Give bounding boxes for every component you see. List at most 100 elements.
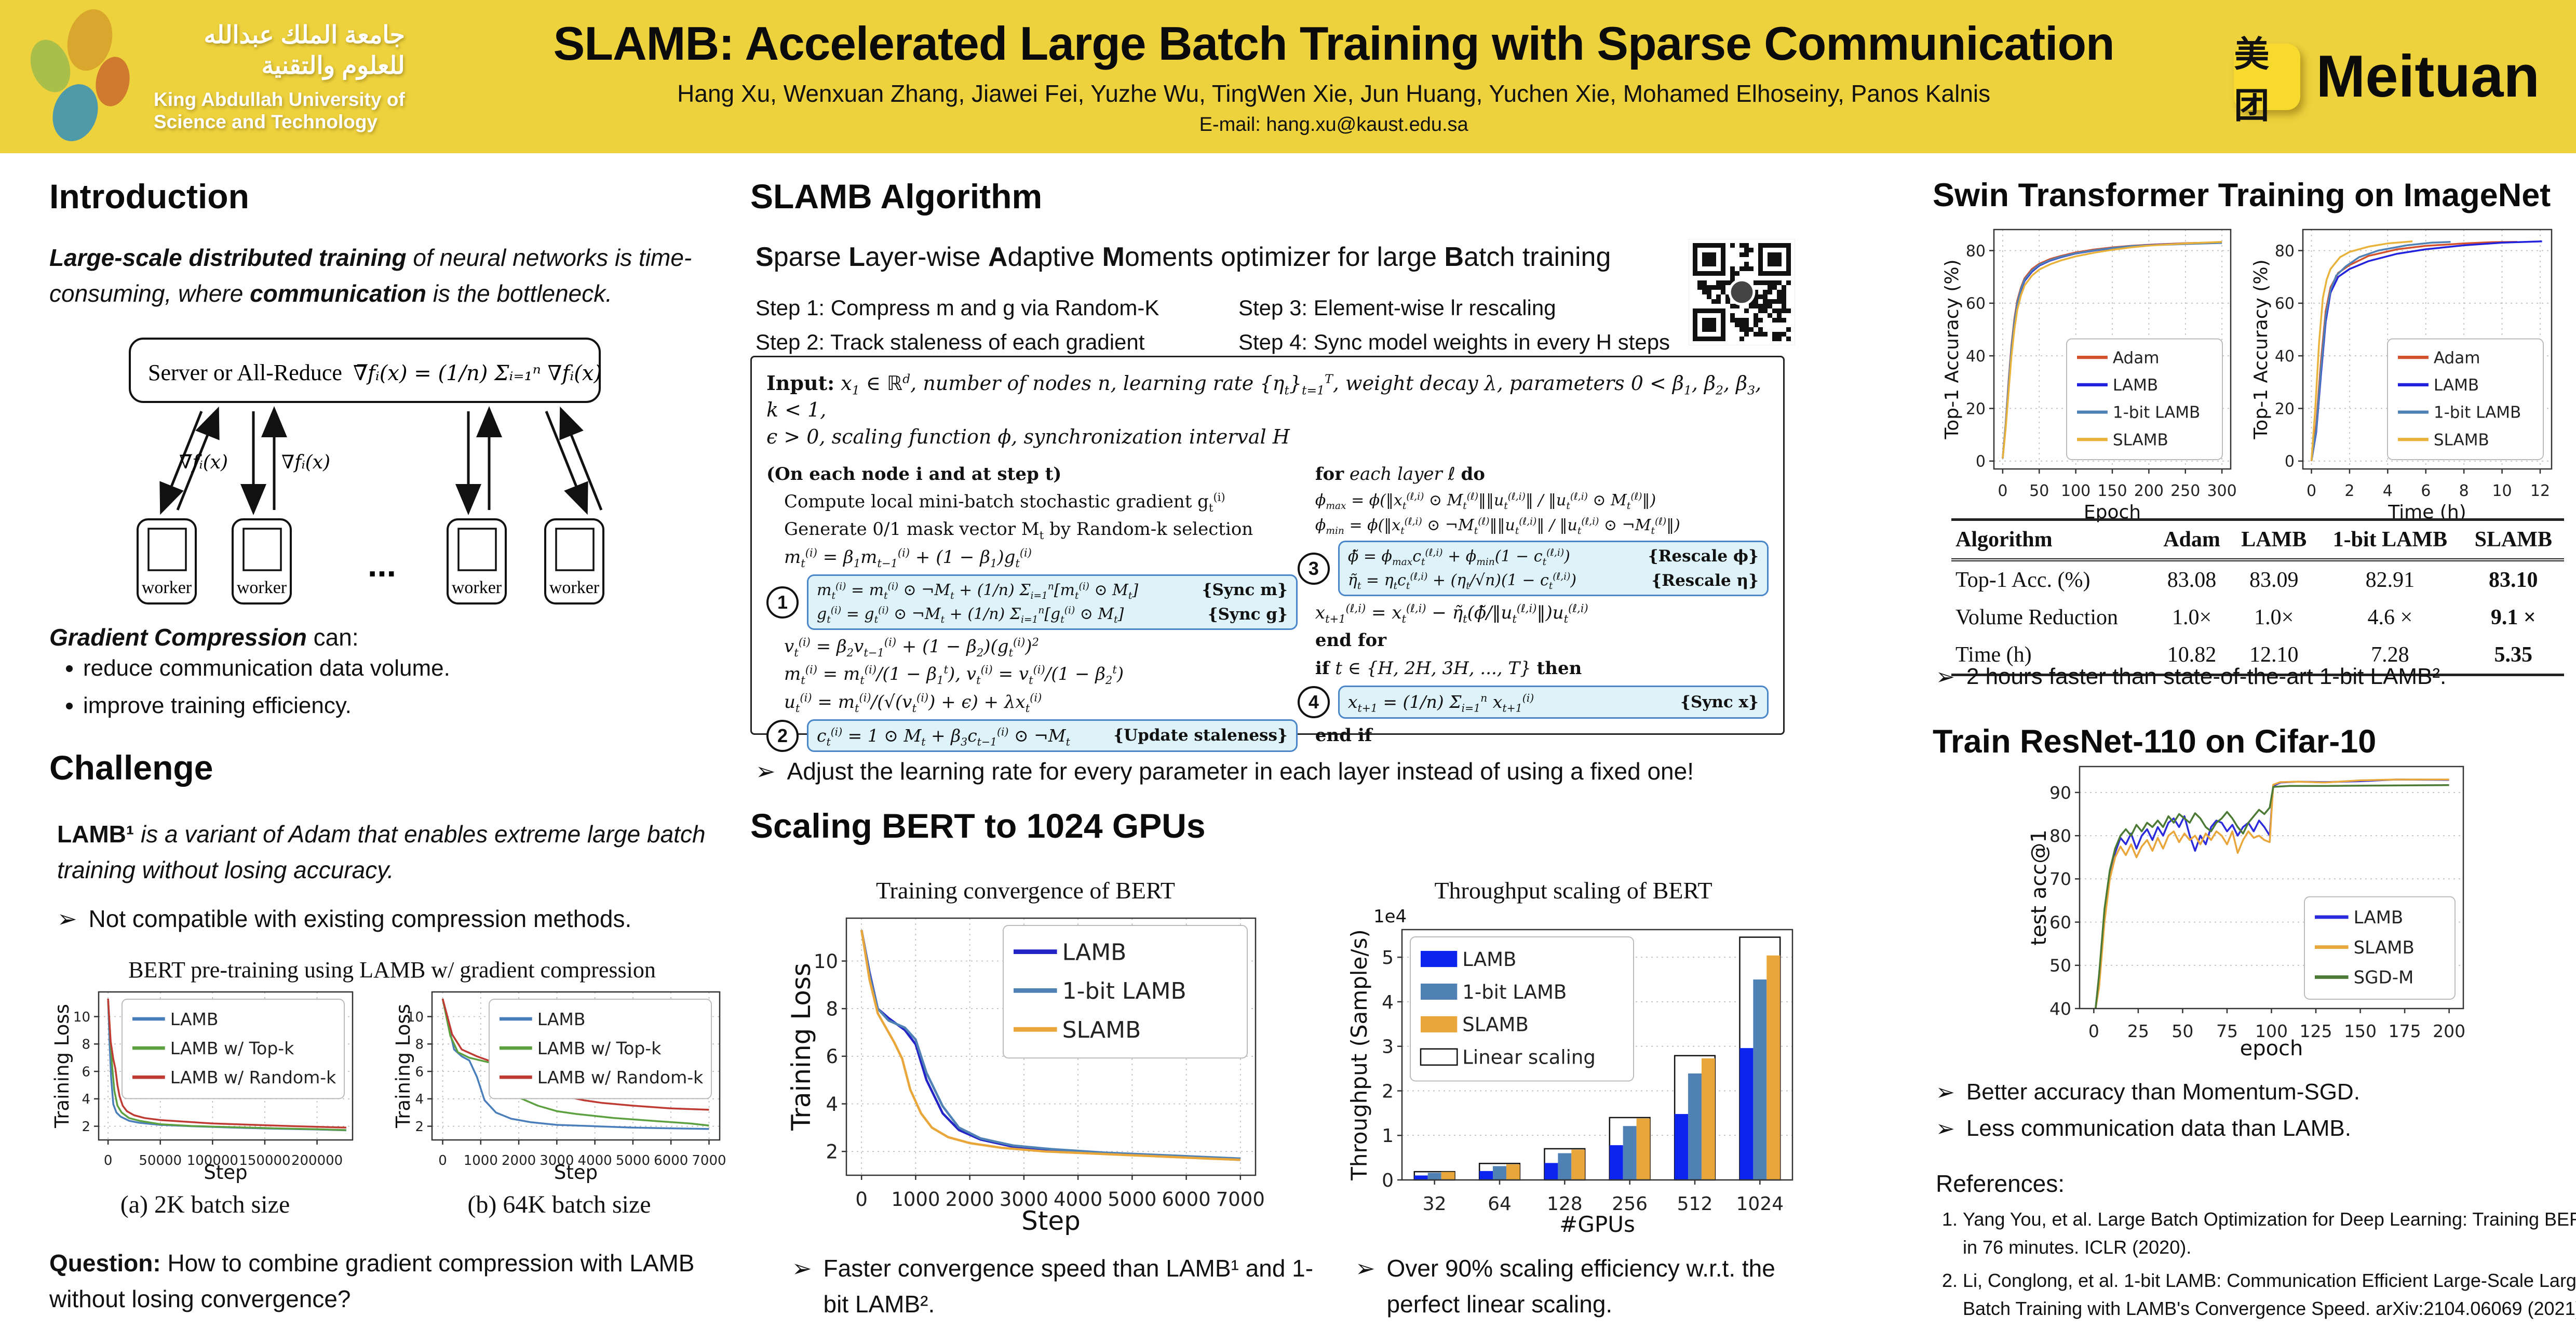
svg-text:Training Loss: Training Loss	[392, 1004, 414, 1129]
algo-step-1: Step 1: Compress m and g via Random-K	[756, 296, 1159, 320]
algo-note-text: Adjust the learning rate for every param…	[787, 758, 1694, 785]
svg-text:worker: worker	[237, 578, 287, 597]
svg-text:5000: 5000	[1108, 1188, 1156, 1211]
server-formula: ∇̅fᵢ(x) = (1/n) Σᵢ₌₁ⁿ ∇fᵢ(x)	[353, 361, 602, 385]
table-row: Time (h) 10.82 12.10 7.28 5.35	[1951, 636, 2564, 675]
svg-text:1: 1	[1382, 1125, 1394, 1147]
cell: 5.35	[2494, 643, 2533, 667]
svg-text:1000: 1000	[464, 1153, 498, 1169]
svg-text:7000: 7000	[1216, 1188, 1265, 1211]
edge-up-1	[176, 406, 220, 511]
rescale-eta-tag: {Rescale η}	[1651, 571, 1759, 590]
staleness-highlight-box: ct(i) = 1 ⊙ Mt + β3ct−1(i) ⊙ ¬Mt {Update …	[807, 719, 1298, 753]
svg-text:LAMB w/ Top-k: LAMB w/ Top-k	[170, 1038, 295, 1058]
svg-text:worker: worker	[142, 578, 192, 597]
question-bold: Question:	[49, 1250, 161, 1277]
algo-step-4: Step 4: Sync model weights in every H st…	[1238, 330, 1670, 354]
svg-text:10: 10	[73, 1010, 90, 1025]
svg-text:LAMB w/ Random-k: LAMB w/ Random-k	[537, 1067, 704, 1087]
arrow-icon: ➢	[1936, 1079, 1955, 1106]
references-list: Yang You, et al. Large Batch Optimizatio…	[1936, 1205, 2576, 1328]
svg-text:0: 0	[2285, 453, 2295, 471]
subtitle-layerwise: ayer-wise	[865, 242, 988, 272]
algo-box1b: gt(i) = gt(i) ⊙ ¬Mt + (1/n) Σi=1n[gt(i) …	[817, 605, 1124, 626]
gc-rest: can:	[306, 624, 359, 651]
svg-text:40: 40	[2049, 999, 2071, 1019]
rescale-highlight-box: ϕ̃ = ϕmaxct(ℓ,i) + ϕmin(1 − ct(ℓ,i)) {Res…	[1338, 541, 1769, 597]
worker-4: worker	[544, 518, 604, 605]
kaust-arabic-line1: جامعة الملك عبدالله	[204, 21, 405, 49]
cell: 83.09	[2249, 568, 2299, 592]
chart-resnet: 0 25 50 75 100 125 150 175 200 40 50 60 70 80 90 epoch t…	[2025, 759, 2472, 1063]
svg-text:Linear scaling: Linear scaling	[1462, 1046, 1596, 1069]
algorithm-pseudocode-box: Input: x1 ∈ ℝd, number of nodes n, learn…	[750, 356, 1785, 753]
if-cond: t ∈ {H, 2H, 3H, ..., T}	[1329, 657, 1537, 679]
scaling-bullet-left: ➢ Faster convergence speed than LAMB¹ an…	[792, 1251, 1316, 1322]
svg-text:80: 80	[1966, 242, 1986, 260]
th-lamb: LAMB	[2230, 519, 2318, 561]
svg-text:2: 2	[415, 1119, 424, 1135]
svg-text:Top-1 Accuracy (%): Top-1 Accuracy (%)	[1941, 259, 1963, 439]
svg-text:8: 8	[826, 998, 838, 1020]
arrow-icon: ➢	[792, 1254, 812, 1282]
subtitle-b: B	[1444, 242, 1464, 272]
edge-up-4	[559, 406, 603, 511]
cell: 82.91	[2365, 568, 2415, 592]
svg-text:1-bit LAMB: 1-bit LAMB	[1462, 981, 1567, 1003]
svg-text:LAMB: LAMB	[2113, 376, 2158, 395]
svg-text:90: 90	[2049, 783, 2071, 803]
svg-text:50: 50	[2172, 1021, 2193, 1041]
svg-text:SLAMB: SLAMB	[2434, 431, 2489, 449]
edge-label-down: ∇̅fᵢ(x)	[179, 452, 228, 473]
sync-highlight-box: mt(i) = mt(i) ⊙ ¬Mt + (1/n) Σi=1n[mt(i) …	[807, 574, 1298, 630]
bert-pretraining-figure-title: BERT pre-training using LAMB w/ gradient…	[128, 957, 656, 983]
question-rest: How to combine gradient compression with…	[49, 1250, 695, 1312]
staleness-block: 2 ct(i) = 1 ⊙ Mt + β3ct−1(i) ⊙ ¬Mt {Updat…	[766, 719, 1298, 753]
svg-text:SGD-M: SGD-M	[2354, 968, 2414, 988]
intro-heading: Introduction	[49, 177, 249, 216]
input-math-1: x1 ∈ ℝd, number of nodes n, learning rat…	[766, 371, 1762, 422]
subtitle-a: A	[988, 242, 1008, 272]
algo-box2: ct(i) = 1 ⊙ Mt + β3ct−1(i) ⊙ ¬Mt	[817, 725, 1070, 748]
swin-bullet: ➢ 2 hours faster than state-of-the-art 1…	[1936, 664, 2569, 690]
svg-text:100: 100	[2255, 1021, 2288, 1041]
svg-text:LAMB w/ Top-k: LAMB w/ Top-k	[537, 1038, 662, 1058]
svg-text:2: 2	[826, 1140, 838, 1163]
svg-text:0: 0	[438, 1153, 447, 1169]
arrow-icon: ➢	[1936, 664, 1955, 690]
svg-text:1000: 1000	[891, 1188, 940, 1211]
svg-text:6000: 6000	[1162, 1188, 1210, 1211]
cell: 12.10	[2249, 643, 2299, 667]
svg-text:Training Loss: Training Loss	[786, 963, 816, 1131]
svg-text:100: 100	[2061, 482, 2091, 500]
algo-l2: Generate 0/1 mask vector Mt by Random-k …	[784, 519, 1253, 542]
reference-2: Li, Conglong, et al. 1-bit LAMB: Communi…	[1963, 1267, 2576, 1323]
row-time-label: Time (h)	[1955, 643, 2032, 667]
svg-text:50: 50	[2029, 482, 2049, 500]
algo-r5: end for	[1315, 630, 1387, 651]
svg-text:50: 50	[2049, 956, 2071, 976]
svg-text:2: 2	[2344, 482, 2354, 500]
svg-text:LAMB: LAMB	[170, 1009, 219, 1029]
scaling-heading: Scaling BERT to 1024 GPUs	[750, 807, 1206, 845]
resnet-heading: Train ResNet-110 on Cifar-10	[1933, 723, 2377, 760]
chart-swin-epoch: 0 50 100 150 200 250 300 0 20 40 60 80 Epoch Top-1 Ac…	[1939, 222, 2238, 526]
svg-text:4: 4	[2383, 482, 2393, 500]
kaust-text: جامعة الملك عبدالله للعلوم والتقنية King…	[154, 20, 405, 133]
cell: 1.0×	[2254, 606, 2294, 629]
kaust-english-line1: King Abdullah University of	[154, 88, 405, 110]
cell: 83.10	[2489, 568, 2538, 592]
svg-text:2000: 2000	[502, 1153, 536, 1169]
arrow-icon: ➢	[1936, 1116, 1955, 1142]
conv-chart-title: Training convergence of BERT	[876, 877, 1175, 904]
subtitle-parse: parse	[773, 242, 849, 272]
cell: 4.6 ×	[2367, 606, 2413, 629]
svg-text:200000: 200000	[291, 1153, 343, 1169]
scaling-bullet-left-text: Faster convergence speed than LAMB¹ and …	[823, 1255, 1314, 1318]
subtitle-moments: oments optimizer for large	[1124, 242, 1445, 272]
cell: 10.82	[2167, 643, 2217, 667]
svg-text:0: 0	[855, 1188, 868, 1211]
svg-text:150000: 150000	[239, 1153, 290, 1169]
row-acc-label: Top-1 Acc. (%)	[1955, 568, 2091, 592]
table-header-row: Algorithm Adam LAMB 1-bit LAMB SLAMB	[1951, 519, 2564, 561]
